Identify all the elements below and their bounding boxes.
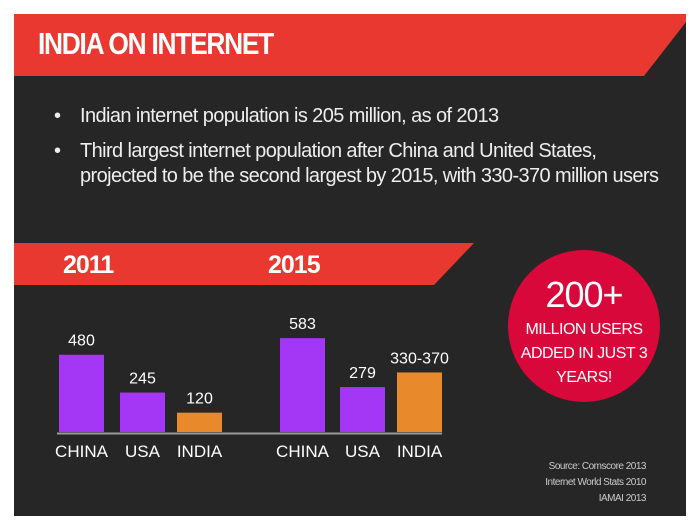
category-label: CHINA: [55, 442, 109, 461]
year-band: [14, 243, 474, 285]
bar-2015-usa: [340, 387, 385, 432]
bullet-item: • Indian internet population is 205 milli…: [54, 105, 499, 127]
callout-line: MILLION USERS: [525, 321, 643, 338]
bar-chart: 480 CHINA 245 USA 120 INDIA 583 CHINA 279 USA 330-…: [55, 316, 449, 461]
bullet-icon: •: [54, 105, 61, 127]
bullet-item: • Third largest internet population after…: [54, 140, 659, 187]
data-label: 245: [129, 371, 156, 388]
page-title: INDIA ON INTERNET: [38, 26, 274, 61]
data-label: 279: [349, 365, 376, 382]
bullet-list: • Indian internet population is 205 milli…: [54, 104, 674, 199]
category-label: INDIA: [177, 442, 223, 461]
source-note: Source: Comscore 2013 Internet World Sta…: [545, 461, 646, 504]
year-2015-label: 2015: [268, 251, 321, 279]
slide: INDIA ON INTERNET • Indian internet popul…: [14, 14, 686, 516]
category-label: CHINA: [276, 442, 330, 461]
callout-number: 200+: [545, 274, 623, 315]
category-label: USA: [345, 442, 381, 461]
bar-2011-usa: [120, 392, 165, 432]
callout-line: YEARS!: [556, 369, 612, 386]
data-label: 330-370: [390, 350, 449, 367]
bar-2011-india: [177, 412, 222, 432]
callout-line: ADDED IN JUST 3: [520, 345, 648, 362]
data-label: 120: [186, 391, 213, 408]
bar-2015-china: [280, 338, 325, 432]
bar-2011-china: [59, 354, 104, 432]
callout-circle: 200+ MILLION USERS ADDED IN JUST 3 YEARS…: [508, 250, 660, 402]
title-band: [14, 14, 686, 76]
data-label: 480: [68, 333, 95, 350]
bullet-icon: •: [54, 140, 61, 162]
bar-2015-india: [397, 372, 442, 432]
category-label: INDIA: [397, 442, 443, 461]
category-label: USA: [125, 442, 161, 461]
year-2011-label: 2011: [63, 251, 114, 279]
data-label: 583: [289, 316, 316, 333]
